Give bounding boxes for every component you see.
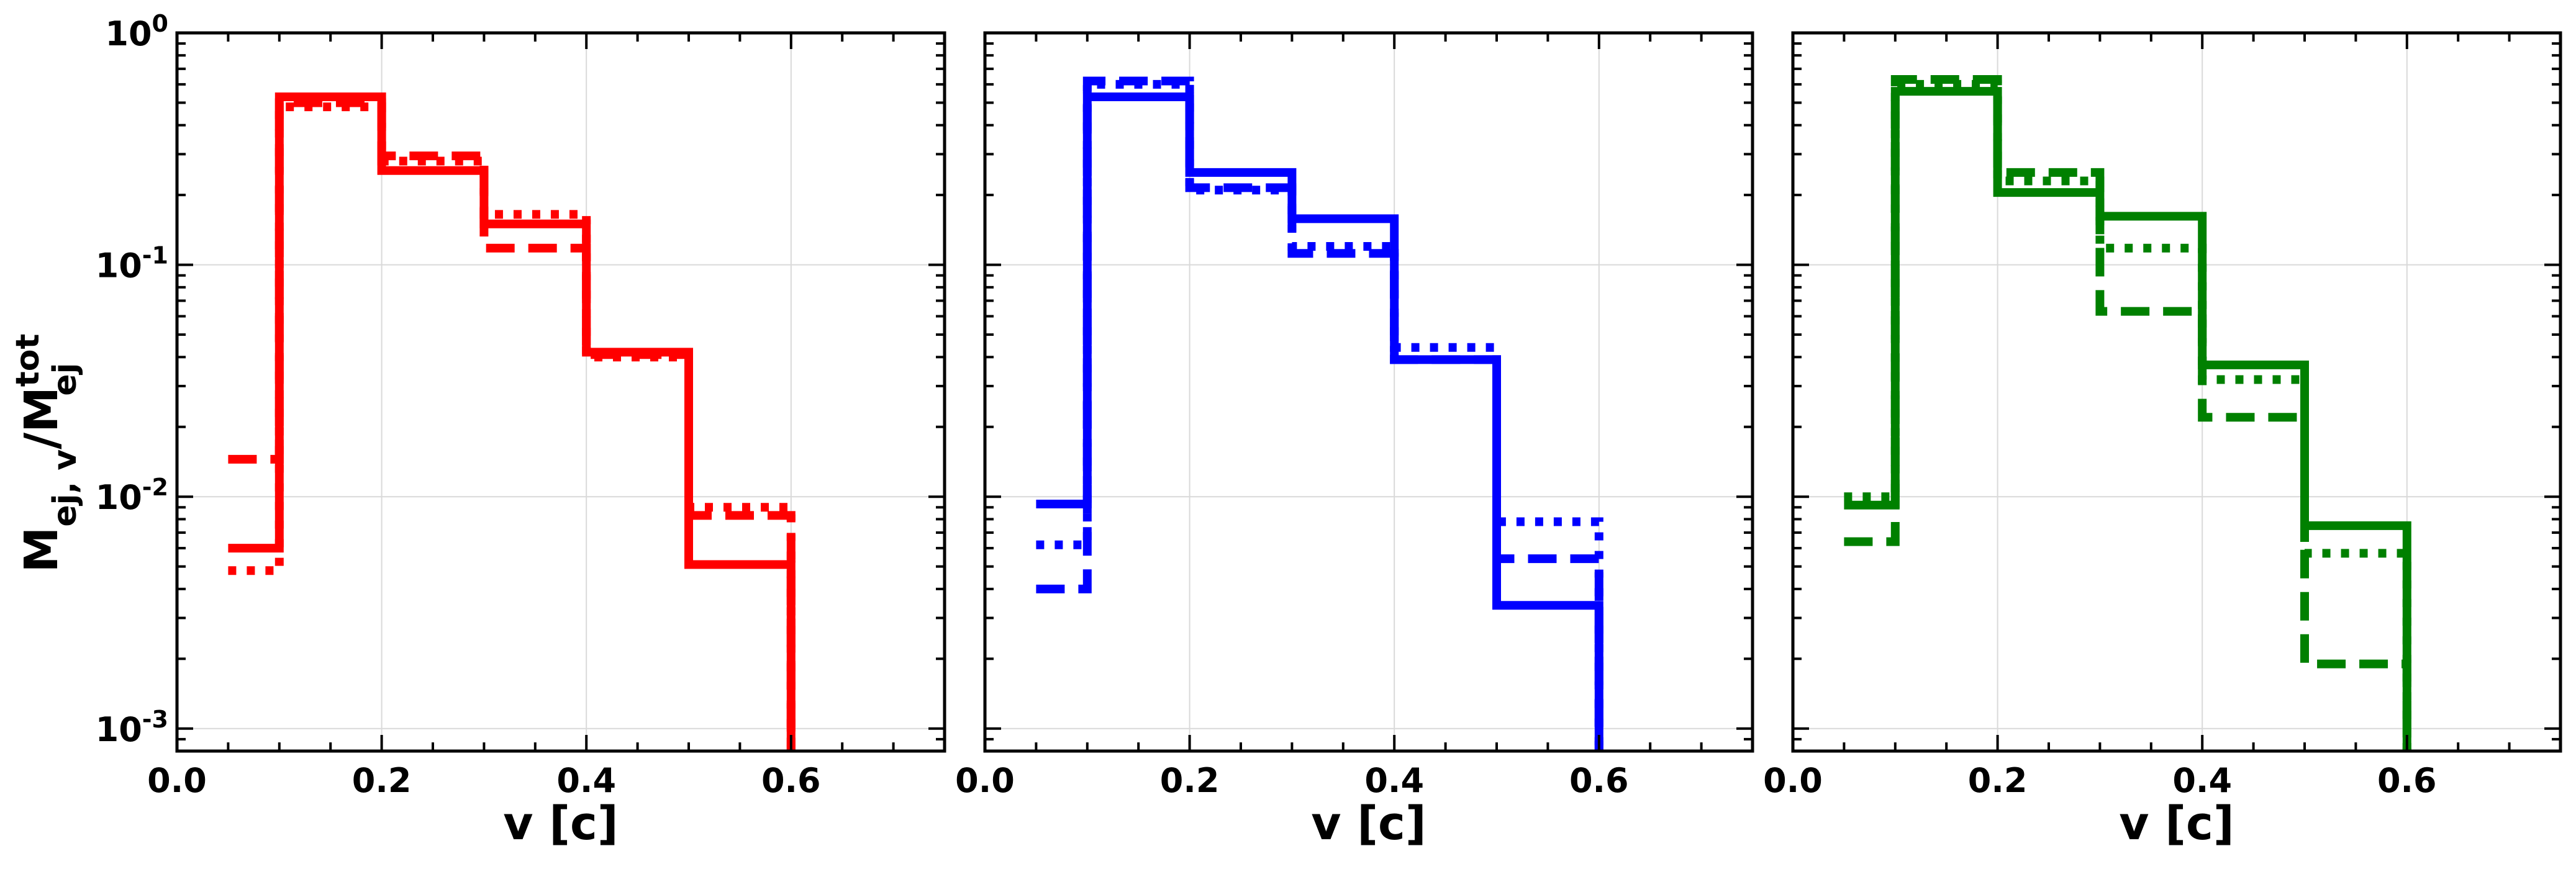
series-dotted [228,102,796,751]
x-axis-label: v [c] [503,797,619,850]
x-tick-label: 0.0 [955,761,1015,800]
series-dashed [1036,76,1603,751]
x-tick-label: 0.4 [556,761,616,800]
x-tick-label: 0.2 [1968,761,2028,800]
y-tick-label: 10-1 [96,242,168,286]
series-solid [1036,92,1603,751]
x-tick-label: 0.0 [1763,761,1823,800]
x-tick-label: 0.0 [147,761,207,800]
series-dashed [1844,74,2411,751]
x-axis-label: v [c] [1311,797,1426,850]
axes-frame [1791,31,2562,753]
panel-1: 0.0 0.2 0.4 0.6 v [c] 100 10-1 10-2 10-3 [96,10,946,850]
y-tick-label: 100 [105,10,168,53]
x-axis-label: v [c] [2119,797,2234,850]
grid [1793,33,2560,751]
x-tick-label: 0.4 [2172,761,2232,800]
x-tick-label: 0.4 [1364,761,1424,800]
axes-frame [983,31,1754,753]
series-dashed [228,98,796,751]
x-tick-label: 0.6 [2377,761,2437,800]
grid [985,33,1753,751]
y-axis-label: Mej, v/Mtotej [9,334,84,573]
y-tick-label: 10-3 [96,706,168,749]
series-dotted [1036,79,1603,751]
x-tick-label: 0.2 [352,761,412,800]
grid [177,33,945,751]
y-tick-label: 10-2 [96,474,168,517]
panel-2: 0.0 0.2 0.4 0.6 v [c] [955,31,1754,850]
axes-frame [175,31,946,753]
x-tick-label: 0.6 [761,761,821,800]
x-tick-label: 0.6 [1569,761,1629,800]
series-solid [228,92,796,751]
panel-3: 0.0 0.2 0.4 0.6 v [c] [1763,31,2562,850]
x-tick-label: 0.2 [1160,761,1220,800]
series-dotted [1844,79,2411,751]
